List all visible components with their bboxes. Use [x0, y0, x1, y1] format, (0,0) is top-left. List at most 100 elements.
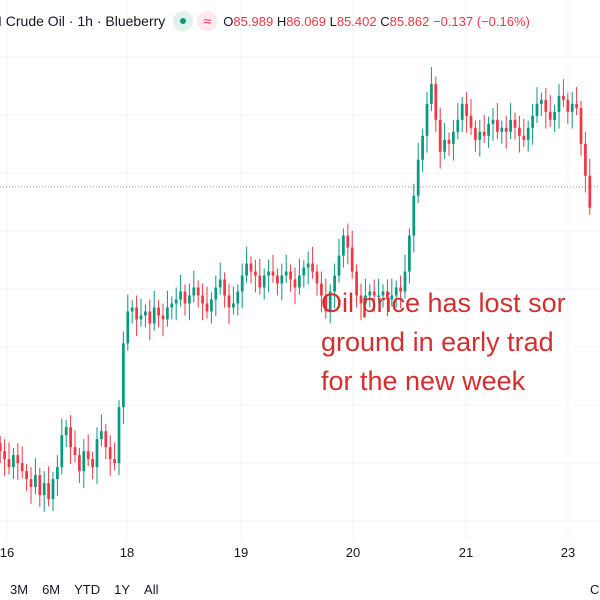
candle-body: [214, 287, 218, 300]
x-axis-label: 21: [458, 545, 474, 560]
candle-body: [302, 267, 306, 276]
candle-body: [553, 111, 556, 120]
candle-body: [91, 459, 94, 468]
candle-body: [289, 271, 292, 280]
candle-body: [205, 303, 209, 312]
x-axis-label: 19: [233, 545, 249, 560]
candle-body: [496, 119, 499, 132]
candle-body: [465, 103, 468, 116]
candle-body: [443, 139, 446, 152]
candle-body: [478, 131, 482, 140]
candle-body: [69, 427, 72, 448]
candle-body: [531, 115, 534, 128]
candle-body: [183, 291, 187, 304]
range-selector: 3M 6M YTD 1Y All: [0, 582, 172, 597]
candle-body: [416, 159, 420, 196]
symbol-title[interactable]: I Crude Oil · 1h · Blueberry: [0, 13, 166, 29]
candle-body: [210, 299, 213, 312]
candle-body: [236, 291, 240, 304]
compare-wave-icon[interactable]: ≈: [197, 11, 218, 31]
x-axis-label: 16: [0, 545, 15, 560]
candle-body: [588, 175, 592, 208]
candle-body: [284, 271, 288, 276]
candle-body: [377, 295, 380, 297]
candle-body: [258, 275, 262, 288]
range-ytd-button[interactable]: YTD: [74, 582, 101, 597]
range-6m-button[interactable]: 6M: [42, 582, 61, 597]
candle-body: [346, 235, 350, 248]
candle-body: [342, 235, 345, 256]
candle-body: [500, 127, 504, 132]
candle-body: [16, 455, 20, 464]
candle-body: [482, 131, 486, 136]
candle-body: [557, 95, 561, 112]
candle-body: [368, 291, 372, 296]
candle-body: [113, 459, 116, 464]
candle-body: [0, 443, 2, 452]
candle-body: [38, 475, 42, 496]
candle-body: [196, 287, 200, 296]
candle-body: [218, 279, 222, 288]
candle-body: [311, 263, 314, 272]
candle-body: [518, 127, 521, 136]
candle-body: [381, 291, 385, 296]
candle-body: [130, 307, 134, 312]
candle-body: [188, 295, 191, 304]
candle-body: [232, 303, 235, 308]
candle-body: [456, 119, 460, 132]
candle-body: [144, 311, 147, 316]
candle-body: [95, 439, 99, 468]
candle-body: [82, 451, 86, 472]
candle-body: [104, 431, 108, 448]
candle-body: [509, 119, 512, 132]
chart-header: I Crude Oil · 1h · Blueberry ≈ O85.989 H…: [0, 8, 600, 34]
candle-body: [430, 83, 433, 104]
candle-body: [117, 407, 121, 464]
change-readout: −0.137 (−0.16%): [433, 13, 530, 29]
candle-body: [139, 315, 143, 320]
range-1y-button[interactable]: 1Y: [114, 582, 131, 597]
candle-body: [575, 103, 578, 108]
candle-body: [570, 103, 574, 112]
candle-body: [135, 307, 138, 320]
candle-body: [579, 107, 583, 144]
candle-body: [350, 247, 354, 272]
candle-body: [399, 287, 402, 292]
candle-body: [161, 315, 165, 320]
candle-body: [364, 295, 367, 304]
candle-body: [86, 451, 90, 460]
candle-body: [60, 435, 64, 468]
candle-body: [474, 127, 477, 140]
candle-body: [223, 279, 226, 296]
candle-body: [359, 295, 363, 304]
candle-body: [25, 471, 28, 480]
candle-body: [34, 475, 37, 488]
candle-body: [240, 275, 244, 292]
candle-body: [100, 431, 103, 440]
market-status-icon[interactable]: [173, 11, 194, 31]
candle-body: [447, 139, 451, 144]
candle-body: [64, 427, 68, 436]
annotation-text: Oil price has lost sor ground in early t…: [321, 288, 566, 396]
candle-body: [166, 307, 169, 320]
candle-body: [47, 483, 50, 500]
candle-body: [460, 103, 464, 120]
candle-body: [126, 311, 130, 344]
candle-body: [487, 123, 490, 136]
candle-body: [56, 467, 59, 480]
corner-axis-label: C: [590, 582, 600, 597]
range-all-button[interactable]: All: [144, 582, 159, 597]
candle-body: [122, 343, 125, 408]
candle-body: [491, 119, 495, 124]
candle-body: [320, 283, 323, 296]
candle-body: [408, 235, 411, 272]
candle-body: [328, 291, 332, 312]
candle-body: [355, 271, 358, 296]
candle-body: [254, 271, 257, 276]
candle-body: [42, 483, 46, 496]
candle-body: [12, 455, 15, 468]
range-3m-button[interactable]: 3M: [10, 582, 29, 597]
candle-body: [7, 459, 11, 468]
